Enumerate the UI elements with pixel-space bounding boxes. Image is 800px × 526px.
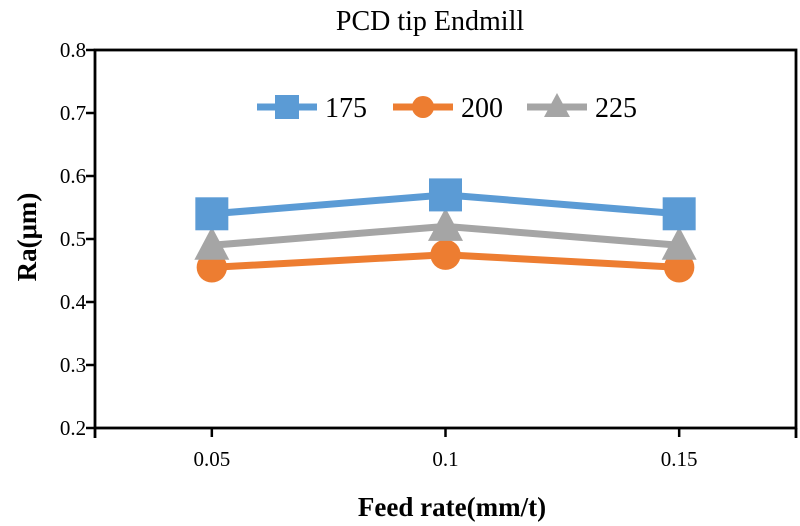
- y-tick-label: 0.7: [60, 101, 86, 125]
- y-tick-label: 0.3: [60, 353, 86, 377]
- legend: 175 200 225: [257, 93, 637, 124]
- series-marker-225: [194, 226, 230, 260]
- series-marker-175: [195, 197, 229, 231]
- legend-marker-circle: [411, 95, 435, 119]
- legend-label: 225: [595, 93, 637, 124]
- legend-item-175: 175: [257, 93, 367, 124]
- y-tick-label: 0.4: [60, 290, 87, 314]
- legend-item-225: 225: [527, 93, 637, 124]
- legend-marker-square: [275, 95, 299, 119]
- y-axis-title: Ra(μm): [12, 193, 42, 282]
- legend-item-200: 200: [393, 93, 503, 124]
- series-marker-200: [430, 239, 461, 270]
- y-tick-label: 0.8: [60, 38, 86, 62]
- legend-label: 175: [325, 93, 367, 124]
- y-tick-label: 0.2: [60, 416, 86, 440]
- series-marker-175: [429, 178, 462, 212]
- x-axis-title: Feed rate(mm/t): [358, 492, 546, 522]
- x-tick-label: 0.15: [661, 447, 698, 471]
- series-marker-225: [428, 207, 463, 241]
- y-tick-label: 0.5: [60, 227, 86, 251]
- legend-label: 200: [461, 93, 503, 124]
- series-marker-175: [662, 197, 696, 231]
- series-marker-225: [661, 226, 697, 260]
- x-tick-label: 0.1: [432, 447, 458, 471]
- x-tick-label: 0.05: [193, 447, 230, 471]
- chart-title: PCD tip Endmill: [336, 6, 524, 37]
- axes: 0.8 0.7 0.6 0.5 0.4 0.3 0.2 0.05 0.1 0.15: [60, 38, 798, 471]
- y-tick-label: 0.6: [60, 164, 86, 188]
- data-series: [194, 178, 697, 283]
- legend-marker-triangle: [544, 93, 570, 117]
